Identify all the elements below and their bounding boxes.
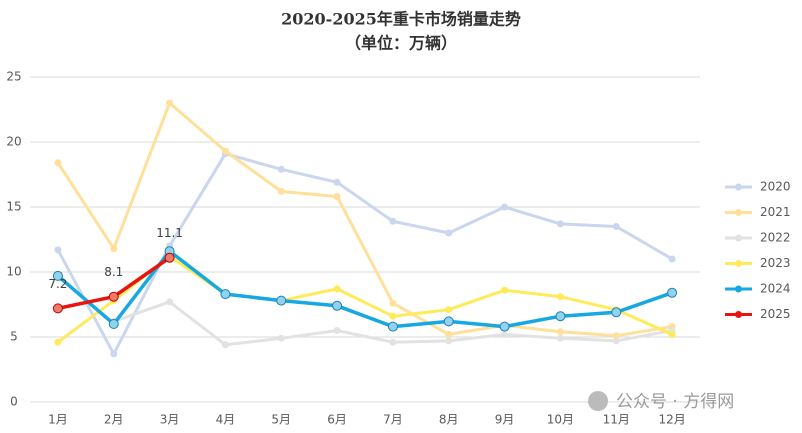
data-point (556, 328, 564, 336)
data-point (445, 306, 453, 314)
data-point (277, 334, 285, 342)
series-line (56, 249, 673, 329)
series-line (56, 152, 673, 356)
x-tick-label: 8月 (439, 413, 459, 427)
x-tick-label: 7月 (383, 413, 403, 427)
y-tick-label: 20 (6, 135, 21, 149)
legend-label: 2020 (760, 180, 791, 194)
data-point (108, 291, 119, 302)
data-point (52, 303, 63, 314)
data-point (668, 255, 676, 263)
x-tick-label: 4月 (216, 413, 236, 427)
x-tick-label: 5月 (271, 413, 291, 427)
data-point (387, 321, 398, 332)
data-point (445, 330, 453, 338)
x-tick-label: 10月 (547, 413, 574, 427)
y-tick-label: 25 (6, 70, 21, 84)
legend-marker (735, 285, 742, 293)
data-point (389, 338, 397, 346)
chart-title: 2020-2025年重卡市场销量走势 (281, 10, 521, 29)
legend-label: 2025 (760, 307, 791, 321)
data-point (166, 99, 174, 107)
data-point (445, 229, 453, 237)
data-point (54, 338, 62, 346)
legend-marker (735, 311, 742, 318)
legend-label: 2023 (760, 256, 791, 270)
data-point (499, 321, 510, 332)
data-point (668, 330, 676, 338)
data-point (389, 217, 397, 225)
legend-label: 2024 (760, 282, 791, 296)
legend-marker (735, 183, 742, 191)
data-point (164, 252, 175, 263)
data-point (277, 165, 285, 173)
data-label: 11.1 (156, 226, 183, 240)
data-point (445, 337, 453, 345)
legend-label: 2022 (760, 231, 791, 245)
y-tick-label: 5 (10, 330, 18, 344)
data-point (220, 289, 231, 300)
data-point (556, 220, 564, 228)
data-point (333, 178, 341, 186)
x-tick-label: 9月 (495, 413, 515, 427)
chart-subtitle: （单位：万辆） (345, 34, 457, 53)
legend-label: 2021 (760, 205, 791, 219)
data-point (277, 187, 285, 195)
data-point (501, 203, 509, 211)
data-point (108, 319, 119, 329)
x-tick-label: 6月 (327, 413, 347, 427)
y-tick-label: 15 (6, 200, 21, 214)
watermark-icon (588, 391, 608, 411)
data-point (332, 300, 343, 311)
data-point (389, 312, 397, 320)
data-point (501, 286, 509, 294)
data-label: 8.1 (104, 265, 123, 279)
legend-marker (735, 234, 742, 242)
x-tick-label: 3月 (160, 413, 180, 427)
x-tick-label: 2月 (104, 413, 124, 427)
data-point (110, 350, 118, 358)
x-tick-label: 12月 (658, 413, 685, 427)
data-point (555, 311, 566, 322)
data-point (333, 327, 341, 334)
data-point (333, 193, 341, 201)
data-point (667, 287, 678, 298)
data-point (54, 246, 62, 254)
data-point (443, 316, 454, 327)
data-label: 7.2 (48, 277, 67, 291)
legend-marker (735, 209, 742, 216)
data-point (110, 245, 118, 253)
x-tick-label: 1月 (48, 413, 68, 427)
data-point (221, 341, 229, 349)
data-point (556, 334, 564, 342)
data-point (389, 299, 397, 307)
data-point (612, 332, 620, 340)
data-point (166, 298, 174, 306)
data-point (221, 147, 229, 155)
data-point (611, 307, 622, 318)
y-tick-label: 0 (10, 395, 18, 409)
y-tick-label: 10 (6, 265, 21, 279)
data-point (501, 330, 509, 338)
x-tick-label: 11月 (603, 413, 630, 427)
data-point (556, 293, 564, 301)
data-point (276, 295, 287, 306)
data-point (52, 270, 63, 281)
legend-marker (735, 260, 742, 267)
data-point (612, 223, 620, 230)
series-line (56, 101, 673, 338)
data-point (333, 285, 341, 293)
data-point (54, 159, 62, 167)
data-point (612, 337, 620, 345)
watermark: 公众号 · 方得网 (616, 392, 734, 412)
